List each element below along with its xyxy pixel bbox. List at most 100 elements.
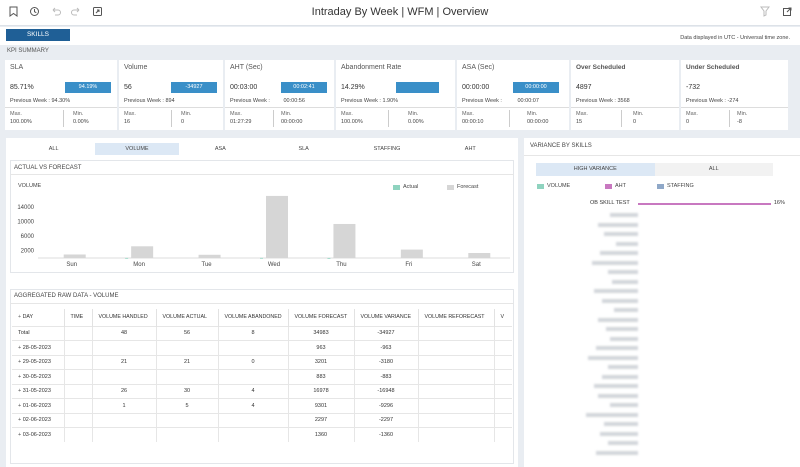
skill-label[interactable]: OB SKILL TEST (590, 200, 630, 206)
skills-button[interactable]: SKILLS (6, 29, 70, 41)
blurred-skill-label (602, 374, 638, 379)
bookmark-icon[interactable] (8, 6, 18, 18)
col-header-volume-variance[interactable]: VOLUME VARIANCE (354, 309, 419, 326)
redo-icon[interactable] (71, 6, 81, 18)
bar-forecast-mon[interactable] (131, 246, 154, 258)
expand-icon[interactable]: + (18, 359, 23, 366)
bar-actual-mon[interactable] (125, 257, 129, 259)
table-row[interactable]: + 03-06-2023 1360 -1360 (12, 427, 512, 442)
blurred-skill-label (598, 222, 638, 227)
cell-more (494, 354, 512, 370)
expand-icon[interactable]: + (18, 373, 23, 380)
cell-volume-reforecast (418, 369, 495, 384)
skill-variance-bar[interactable] (638, 203, 771, 205)
blurred-skill-label (610, 213, 638, 217)
expand-icon[interactable]: + (18, 402, 23, 409)
legend-item-aht: AHT (605, 183, 626, 189)
volume-chart: 2000 6000 10000 14000 Sun Mon Tue Wed Thu Fri Sat (17, 195, 510, 268)
expand-icon[interactable]: + (18, 388, 23, 395)
kpi-card-asa[interactable]: ASA (Sec) 00:00:00 00:00:00 Previous Wee… (457, 60, 569, 130)
tab-staffing[interactable]: STAFFING (373, 146, 401, 152)
table-row[interactable]: Total 48 56 8 34983 -34927 (12, 325, 512, 341)
blurred-skill-label (612, 279, 638, 284)
tab-all-skills[interactable]: ALL (654, 163, 773, 176)
table-row[interactable]: + 01-06-2023 1 5 4 9301 -9296 (12, 398, 512, 413)
kpi-summary-title: KPI SUMMARY (0, 46, 800, 57)
col-header-time[interactable]: TIME (64, 309, 93, 326)
x-tick-label: Thu (336, 262, 346, 268)
undo-icon[interactable] (50, 6, 61, 18)
table-row[interactable]: + 02-06-2023 2297 -2297 (12, 412, 512, 428)
table-row[interactable]: + 30-05-2023 883 -883 (12, 369, 512, 384)
kpi-name: ASA (Sec) (462, 64, 495, 71)
cell-volume-reforecast (418, 340, 495, 355)
cell-volume-reforecast (418, 398, 495, 413)
blurred-skill-label (608, 441, 638, 445)
kpi-card-over-scheduled[interactable]: Over Scheduled 4897 Previous Week : 3568… (571, 60, 679, 130)
legend-swatch (537, 183, 544, 189)
kpi-card-aht[interactable]: AHT (Sec) 00:03:00 00:02:41 Previous Wee… (225, 60, 334, 130)
metric-tabs: ALL VOLUME ASA SLA STAFFING AHT (12, 143, 512, 155)
blurred-skill-label (602, 298, 638, 303)
kpi-card-sla[interactable]: SLA 85.71% 94.19% Previous Week : 94.30%… (5, 60, 117, 130)
bar-forecast-thu[interactable] (333, 223, 356, 258)
share-icon[interactable] (92, 6, 102, 18)
bar-forecast-tue[interactable] (198, 254, 221, 258)
kpi-card-under-scheduled[interactable]: Under Scheduled -732 Previous Week : -27… (681, 60, 788, 130)
bar-forecast-sat[interactable] (468, 253, 491, 258)
table-row[interactable]: + 29-05-2023 21 21 0 3201 -3180 (12, 354, 512, 370)
cell-volume-forecast: 16978 (288, 383, 355, 399)
export-icon[interactable] (782, 6, 792, 18)
col-header-day[interactable]: + DAY (12, 309, 65, 326)
col-header-more[interactable]: V (500, 314, 505, 321)
table-row[interactable]: + 28-05-2023 963 -963 (12, 340, 512, 355)
section-title: ACTUAL VS FORECAST (14, 165, 82, 171)
bar-forecast-fri[interactable] (400, 249, 423, 258)
x-tick-label: Wed (268, 262, 280, 268)
cell-volume-handled (92, 369, 157, 384)
expand-icon[interactable]: + (18, 432, 23, 438)
section-title: VARIANCE BY SKILLS (530, 143, 592, 149)
bar-actual-thu[interactable] (327, 257, 331, 259)
cell-volume-handled (92, 340, 157, 355)
kpi-card-abandonment-rate[interactable]: Abandonment Rate 14.29% Previous Week : … (336, 60, 455, 130)
bar-forecast-wed[interactable] (266, 195, 288, 258)
blurred-skill-label (598, 393, 638, 398)
cell-volume-variance: -2297 (354, 412, 419, 428)
skill-variance-value: 16% (773, 200, 785, 206)
tab-asa[interactable]: ASA (214, 146, 226, 152)
kpi-card-volume[interactable]: Volume 56 -34927 Previous Week : 894 Max… (119, 60, 223, 130)
col-header-volume-actual[interactable]: VOLUME ACTUAL (156, 309, 219, 326)
cell-time (64, 369, 93, 384)
filter-icon[interactable] (760, 6, 770, 18)
cell-more (494, 412, 512, 428)
bar-forecast-sun[interactable] (63, 254, 86, 258)
kpi-max: Max. 01:27:29 (230, 111, 252, 125)
cell-volume-actual (156, 340, 219, 355)
bar-actual-wed[interactable] (260, 257, 263, 259)
cell-more (494, 398, 512, 413)
cell-volume-reforecast (418, 354, 495, 370)
kpi-min: Min. 0 (633, 111, 644, 125)
cell-volume-handled (92, 427, 157, 442)
tab-aht[interactable]: AHT (464, 146, 476, 152)
col-header-volume-reforecast[interactable]: VOLUME REFORECAST (418, 309, 495, 326)
kpi-bar: -34927 (171, 82, 217, 93)
kpi-value: 14.29% (341, 84, 365, 91)
col-header-volume-forecast[interactable]: VOLUME FORECAST (288, 309, 355, 326)
cell-volume-reforecast (418, 427, 495, 442)
history-icon[interactable] (29, 6, 39, 18)
tab-volume[interactable]: VOLUME (95, 143, 179, 155)
table-row[interactable]: + 31-05-2023 26 30 4 16978 -16948 (12, 383, 512, 399)
legend-item-staffing: STAFFING (657, 183, 694, 189)
cell-volume-actual: 5 (156, 398, 219, 413)
expand-icon[interactable]: + (18, 417, 23, 424)
expand-icon[interactable]: + (18, 344, 23, 351)
tab-sla[interactable]: SLA (298, 146, 309, 152)
col-header-volume-handled[interactable]: VOLUME HANDLED (92, 309, 157, 326)
blurred-skill-label (606, 327, 638, 331)
col-header-volume-abandoned[interactable]: VOLUME ABANDONED (218, 309, 289, 326)
tab-high-variance[interactable]: HIGH VARIANCE (536, 163, 655, 176)
tab-all[interactable]: ALL (48, 146, 59, 152)
legend-item-actual: Actual (393, 184, 418, 190)
